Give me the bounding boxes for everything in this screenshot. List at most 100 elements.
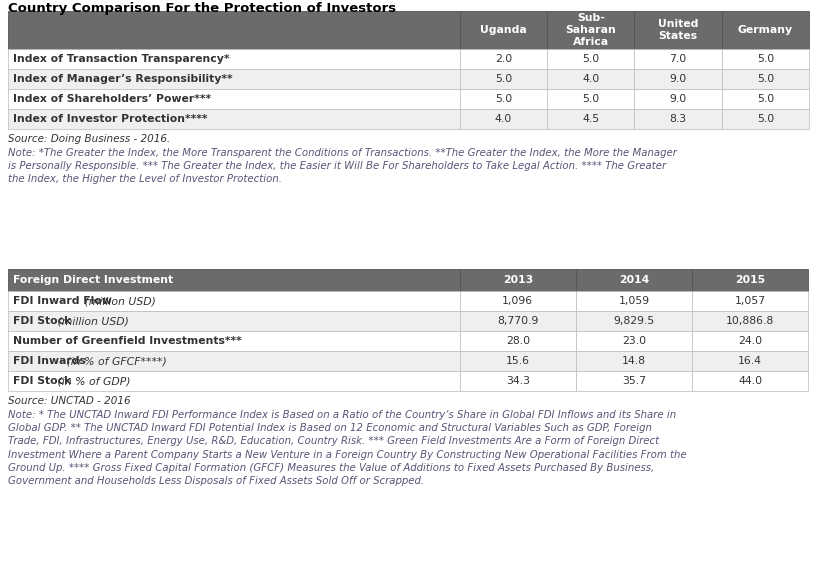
Bar	[547, 69, 634, 89]
Text: Uganda: Uganda	[480, 25, 527, 35]
Bar	[692, 291, 808, 311]
Bar	[721, 49, 809, 69]
Bar	[460, 11, 547, 49]
Text: 5.0: 5.0	[757, 114, 774, 124]
Bar	[460, 69, 547, 89]
Bar	[576, 351, 692, 371]
Text: (million USD): (million USD)	[81, 296, 156, 306]
Bar	[692, 311, 808, 331]
Text: 14.8: 14.8	[622, 356, 646, 366]
Bar	[634, 89, 721, 109]
Bar	[576, 291, 692, 311]
Bar	[576, 311, 692, 331]
Bar	[8, 109, 460, 129]
Text: (in % of GDP): (in % of GDP)	[54, 376, 131, 386]
Bar	[634, 109, 721, 129]
Text: 23.0: 23.0	[622, 336, 646, 346]
Text: 1,057: 1,057	[734, 296, 766, 306]
Text: 5.0: 5.0	[582, 94, 600, 104]
Text: 2015: 2015	[735, 275, 766, 285]
Text: 1,059: 1,059	[618, 296, 650, 306]
Bar	[460, 49, 547, 69]
Bar	[460, 331, 576, 351]
Text: 5.0: 5.0	[757, 54, 774, 64]
Bar	[721, 11, 809, 49]
Bar	[547, 89, 634, 109]
Bar	[692, 331, 808, 351]
Text: 16.4: 16.4	[738, 356, 762, 366]
Text: 7.0: 7.0	[669, 54, 686, 64]
Text: (in % of GFCF****): (in % of GFCF****)	[63, 356, 167, 366]
Bar	[547, 11, 634, 49]
Bar	[8, 311, 460, 331]
Bar	[460, 311, 576, 331]
Text: 2013: 2013	[502, 275, 533, 285]
Bar	[460, 291, 576, 311]
Text: 5.0: 5.0	[582, 54, 600, 64]
Text: 5.0: 5.0	[757, 74, 774, 84]
Bar	[576, 371, 692, 391]
Text: 1,096: 1,096	[502, 296, 534, 306]
Bar	[634, 69, 721, 89]
Text: Index of Shareholders’ Power***: Index of Shareholders’ Power***	[13, 94, 211, 104]
Bar	[692, 371, 808, 391]
Bar	[460, 351, 576, 371]
Bar	[460, 89, 547, 109]
Text: Note: *The Greater the Index, the More Transparent the Conditions of Transaction: Note: *The Greater the Index, the More T…	[8, 148, 676, 184]
Bar	[721, 69, 809, 89]
Bar	[547, 49, 634, 69]
Text: Foreign Direct Investment: Foreign Direct Investment	[13, 275, 173, 285]
Bar	[547, 109, 634, 129]
Bar	[576, 331, 692, 351]
Text: 15.6: 15.6	[506, 356, 530, 366]
Text: 4.0: 4.0	[495, 114, 512, 124]
Text: Source: UNCTAD - 2016: Source: UNCTAD - 2016	[8, 396, 131, 406]
Bar	[634, 11, 721, 49]
Bar	[692, 269, 808, 291]
Text: 34.3: 34.3	[506, 376, 530, 386]
Bar	[692, 351, 808, 371]
Text: 4.0: 4.0	[582, 74, 600, 84]
Bar	[8, 291, 460, 311]
Text: Note: * The UNCTAD Inward FDI Performance Index is Based on a Ratio of the Count: Note: * The UNCTAD Inward FDI Performanc…	[8, 410, 686, 486]
Bar	[8, 49, 460, 69]
Text: 9.0: 9.0	[669, 94, 686, 104]
Text: Sub-
Saharan
Africa: Sub- Saharan Africa	[565, 13, 616, 46]
Text: 9.0: 9.0	[669, 74, 686, 84]
Text: (million USD): (million USD)	[54, 316, 129, 326]
Text: Country Comparison For the Protection of Investors: Country Comparison For the Protection of…	[8, 2, 396, 15]
Text: 5.0: 5.0	[757, 94, 774, 104]
Bar	[460, 371, 576, 391]
Bar	[721, 89, 809, 109]
Text: 28.0: 28.0	[506, 336, 530, 346]
Text: United
States: United States	[658, 19, 699, 41]
Text: 5.0: 5.0	[495, 74, 512, 84]
Text: Index of Investor Protection****: Index of Investor Protection****	[13, 114, 208, 124]
Bar	[8, 89, 460, 109]
Text: Index of Transaction Transparency*: Index of Transaction Transparency*	[13, 54, 230, 64]
Text: 35.7: 35.7	[622, 376, 646, 386]
Text: 2.0: 2.0	[495, 54, 512, 64]
Text: FDI Stock: FDI Stock	[13, 376, 71, 386]
Text: 2014: 2014	[618, 275, 649, 285]
Text: 10,886.8: 10,886.8	[726, 316, 775, 326]
Text: FDI Stock: FDI Stock	[13, 316, 71, 326]
Bar	[8, 269, 460, 291]
Bar	[576, 269, 692, 291]
Text: Index of Manager’s Responsibility**: Index of Manager’s Responsibility**	[13, 74, 233, 84]
Bar	[8, 371, 460, 391]
Text: FDI Inward Flow: FDI Inward Flow	[13, 296, 112, 306]
Text: 9,829.5: 9,829.5	[614, 316, 654, 326]
Text: Germany: Germany	[738, 25, 793, 35]
Text: 8.3: 8.3	[669, 114, 686, 124]
Bar	[8, 69, 460, 89]
Bar	[634, 49, 721, 69]
Text: Source: Doing Business - 2016.: Source: Doing Business - 2016.	[8, 134, 170, 144]
Text: FDI Inwards: FDI Inwards	[13, 356, 86, 366]
Bar	[460, 109, 547, 129]
Bar	[8, 331, 460, 351]
Text: Number of Greenfield Investments***: Number of Greenfield Investments***	[13, 336, 242, 346]
Bar	[721, 109, 809, 129]
Text: 5.0: 5.0	[495, 94, 512, 104]
Bar	[460, 269, 576, 291]
